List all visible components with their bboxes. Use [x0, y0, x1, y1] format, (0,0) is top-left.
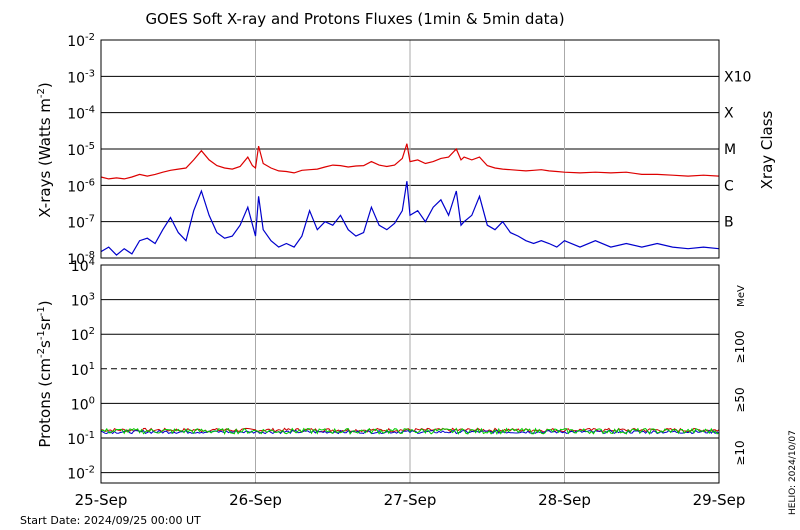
- xray-class-label: M: [724, 142, 736, 158]
- xray-y-tick-exp: -8: [85, 250, 95, 261]
- chart-title: GOES Soft X-ray and Protons Fluxes (1min…: [145, 10, 564, 28]
- proton-y-tick-label: 104: [71, 257, 95, 275]
- proton-y-tick-label: 102: [71, 326, 95, 344]
- proton-day-lines: [255, 265, 565, 483]
- xray-frame: [100, 39, 720, 259]
- proton-y-tick-base: 10: [71, 294, 89, 310]
- x-tick-label: 29-Sep: [693, 491, 746, 509]
- proton-y-tick-base: 10: [67, 432, 85, 448]
- xray-class-label: X: [724, 106, 734, 122]
- xray-short-series: [100, 181, 720, 256]
- proton-y-tick-label: 10-2: [67, 465, 95, 483]
- xray-y-tick-exp: -4: [85, 105, 95, 116]
- start-date: Start Date: 2024/09/25 00:00 UT: [20, 514, 201, 527]
- proton-y-tick-exp: 4: [89, 257, 95, 268]
- xray-y-tick-labels: 10-210-310-410-510-610-710-8: [67, 32, 95, 268]
- proton-y-tick-label: 100: [71, 395, 95, 413]
- x-tick-label: 27-Sep: [384, 491, 437, 509]
- proton-y-tick-label: 103: [71, 292, 95, 310]
- proton-y-tick-exp: 3: [89, 292, 95, 303]
- xray-class-labels: X10 X M C B: [724, 69, 751, 230]
- proton-energy-label: ≥50: [733, 387, 747, 412]
- proton-100mev-series: [100, 427, 720, 436]
- xray-class-label: C: [724, 178, 734, 194]
- credit-label: HELIO: 2024/10/07: [788, 430, 798, 515]
- xray-y-tick-base: 10: [67, 107, 85, 123]
- xray-class-label: X10: [724, 69, 751, 85]
- xray-y-tick-exp: -3: [85, 68, 95, 79]
- xray-y-tick-base: 10: [67, 34, 85, 50]
- proton-energy-label: ≥10: [733, 440, 747, 465]
- proton-y-tick-base: 10: [71, 397, 89, 413]
- xray-y-tick-exp: -7: [85, 214, 95, 225]
- x-tick-label: 28-Sep: [538, 491, 591, 509]
- xray-y-tick-exp: -6: [85, 177, 95, 188]
- proton-y-tick-exp: -2: [85, 465, 95, 476]
- xray-y-tick-label: 10-3: [67, 68, 95, 86]
- proton-y-tick-exp: 1: [89, 361, 95, 372]
- xray-y-tick-base: 10: [67, 70, 85, 86]
- xray-y-tick-base: 10: [67, 252, 85, 268]
- xray-class-label: B: [724, 215, 734, 231]
- x-tick-label: 26-Sep: [229, 491, 282, 509]
- xray-y-tick-exp: -2: [85, 32, 95, 43]
- proton-series: [100, 427, 720, 436]
- proton-y-tick-label: 10-1: [67, 430, 95, 448]
- proton-y-tick-base: 10: [71, 259, 89, 275]
- proton-y-tick-exp: 0: [89, 395, 95, 406]
- xray-y-tick-label: 10-4: [67, 105, 95, 123]
- proton-y-tick-base: 10: [71, 363, 89, 379]
- xray-y-tick-label: 10-7: [67, 214, 95, 232]
- xray-y-tick-label: 10-8: [67, 250, 95, 268]
- xray-y-axis-label: X-rays (Watts m-2): [36, 82, 54, 217]
- proton-y-tick-exp: 2: [89, 326, 95, 337]
- xray-y-tick-base: 10: [67, 143, 85, 159]
- proton-y-tick-base: 10: [71, 328, 89, 344]
- proton-energy-labels: MeV ≥100 ≥50 ≥10: [733, 285, 747, 466]
- x-tick-label: 25-Sep: [75, 491, 128, 509]
- xray-y-tick-exp: -5: [85, 141, 95, 152]
- proton-y-axis-label: Protons (cm-2s-1sr-1): [36, 300, 54, 447]
- xray-class-axis-title: Xray Class: [758, 110, 776, 189]
- xray-y-tick-label: 10-6: [67, 177, 95, 195]
- xray-long-series: [100, 143, 720, 180]
- xray-y-tick-base: 10: [67, 216, 85, 232]
- xray-series: [100, 143, 720, 256]
- proton-y-tick-label: 101: [71, 361, 95, 379]
- proton-energy-label: ≥100: [733, 331, 747, 364]
- xray-y-tick-label: 10-5: [67, 141, 95, 159]
- xray-day-lines: [255, 40, 565, 258]
- xray-y-tick-label: 10-2: [67, 32, 95, 50]
- proton-y-tick-exp: -1: [85, 430, 95, 441]
- x-axis-tick-labels: 25-Sep 26-Sep 27-Sep 28-Sep 29-Sep: [75, 491, 746, 509]
- proton-energy-label: MeV: [736, 285, 747, 307]
- proton-y-tick-base: 10: [67, 467, 85, 483]
- xray-y-tick-base: 10: [67, 179, 85, 195]
- proton-frame: [100, 264, 720, 484]
